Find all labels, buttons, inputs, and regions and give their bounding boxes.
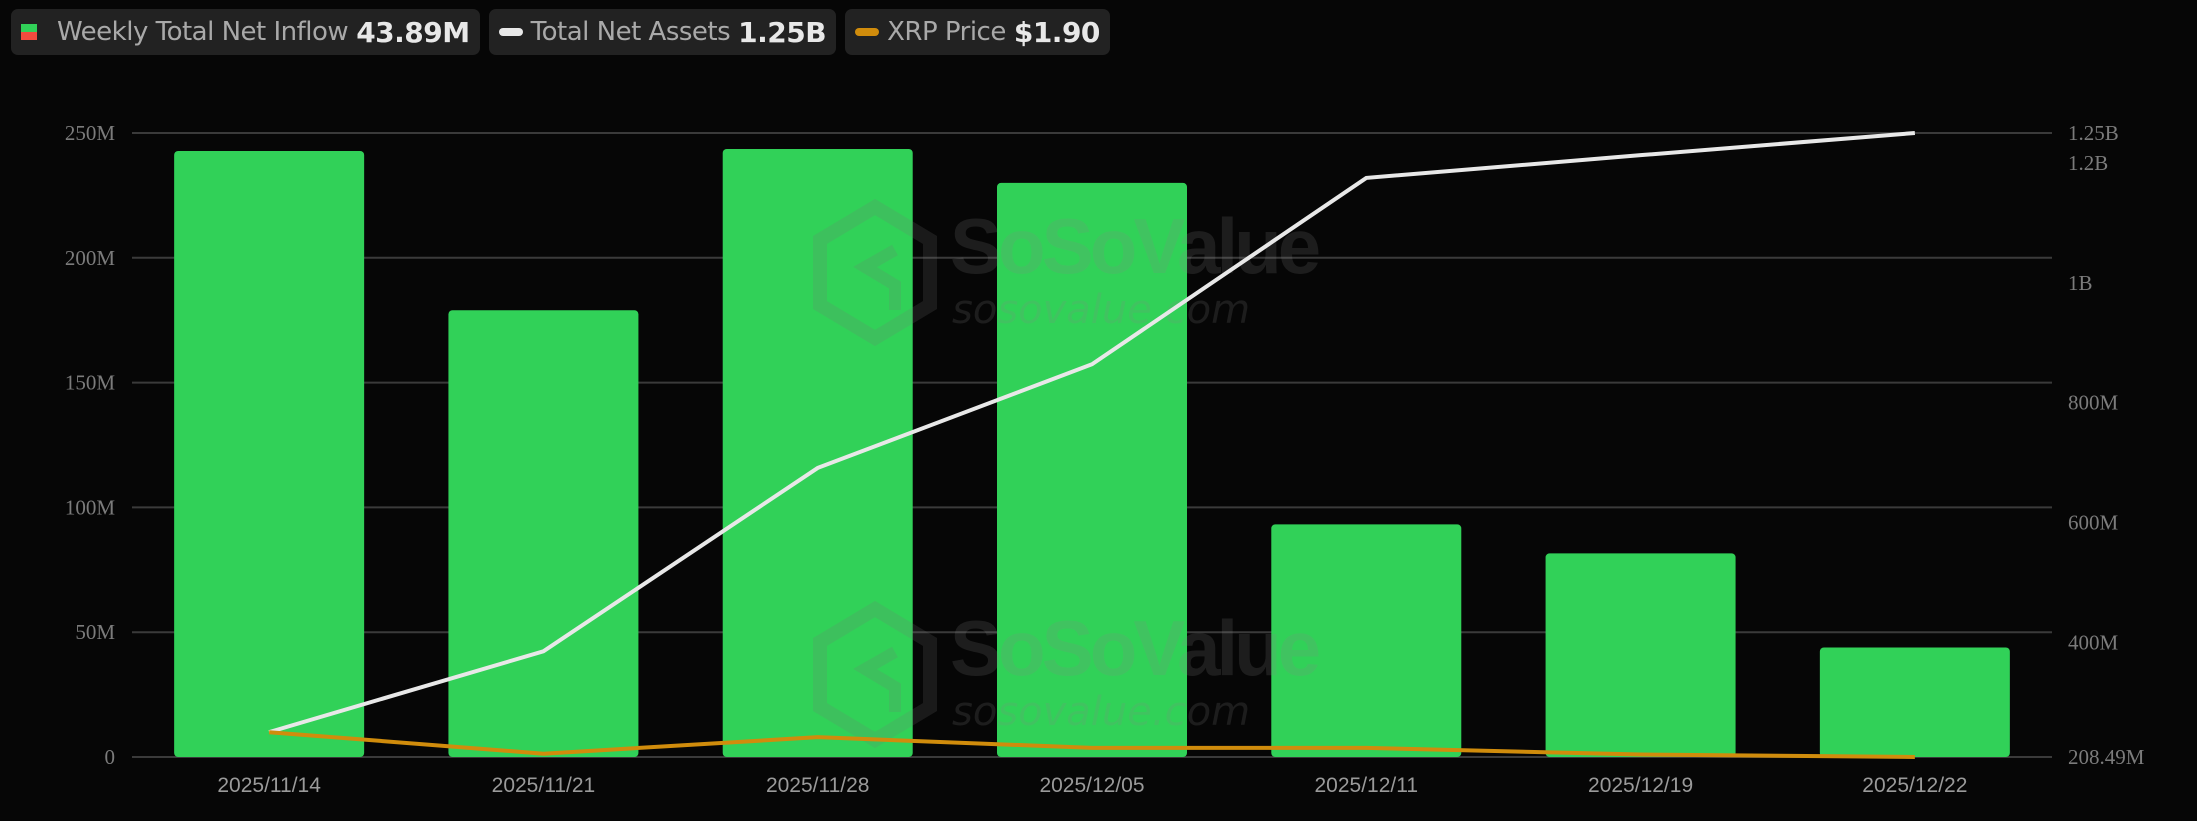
bar-icon [21,24,37,40]
x-tick: 2025/12/05 [1039,774,1144,797]
bar[interactable] [174,150,365,758]
y-tick-right: 1.2B [2068,151,2108,175]
legend-item-net-assets[interactable]: Total Net Assets 1.25B [488,9,837,55]
bar[interactable] [1545,553,1736,757]
legend-item-xrp-price[interactable]: XRP Price $1.90 [845,9,1110,55]
x-tick: 2025/11/21 [492,774,596,797]
legend-value: 43.89M [356,15,470,49]
xrp-price-line [268,730,1915,759]
bar[interactable] [997,182,1187,758]
legend: Weekly Total Net Inflow 43.89M Total Net… [11,9,1110,55]
bar[interactable] [722,148,913,758]
y-tick-left: 100M [65,495,116,519]
svg-text:SoSoValue: SoSoValue [950,202,1319,290]
bar[interactable] [1271,524,1462,757]
y-tick-right: 600M [2068,510,2119,534]
legend-label: XRP Price [887,17,1006,47]
x-tick: 2025/12/22 [1862,774,1967,797]
y-tick-right: 1.25B [2068,121,2119,145]
y-tick-left: 200M [65,246,116,270]
x-tick: 2025/12/11 [1315,774,1419,797]
right-axis: 208.49M 400M 600M 800M 1B 1.2B 1.25B [2068,121,2145,769]
left-axis: 0 50M 100M 150M 200M 250M [65,121,116,769]
x-tick: 2025/12/19 [1588,774,1693,797]
legend-label: Weekly Total Net Inflow [57,17,349,47]
legend-value: 1.25B [738,15,827,49]
y-tick-right: 208.49M [2068,745,2145,769]
legend-value: $1.90 [1013,15,1101,49]
line-icon [498,28,523,36]
watermark: SoSoValuesosovalue.comSoSoValuesosovalue… [813,198,1323,749]
x-tick: 2025/11/14 [217,774,321,797]
x-tick: 2025/11/28 [766,774,870,797]
y-tick-left: 150M [65,371,116,395]
bar[interactable] [448,310,639,757]
y-tick-left: 250M [65,121,116,145]
net-assets-line [268,131,1916,735]
legend-item-net-inflow[interactable]: Weekly Total Net Inflow 43.89M [11,9,480,55]
x-axis: 2025/11/14 2025/11/21 2025/11/28 2025/12/05… [217,774,1967,797]
y-tick-right: 800M [2068,391,2119,415]
svg-text:sosovalue.com: sosovalue.com [952,287,1250,333]
bar[interactable] [1819,647,2010,757]
svg-text:sosovalue.com: sosovalue.com [952,689,1250,735]
y-tick-right: 400M [2068,630,2119,654]
bar-series [174,148,2010,758]
svg-text:SoSoValue: SoSoValue [950,604,1319,692]
legend-label: Total Net Assets [530,17,731,47]
line-icon [855,28,880,36]
y-tick-right: 1B [2068,271,2093,295]
line-series [268,131,1916,759]
y-tick-left: 50M [75,620,115,644]
y-tick-left: 0 [105,745,116,769]
